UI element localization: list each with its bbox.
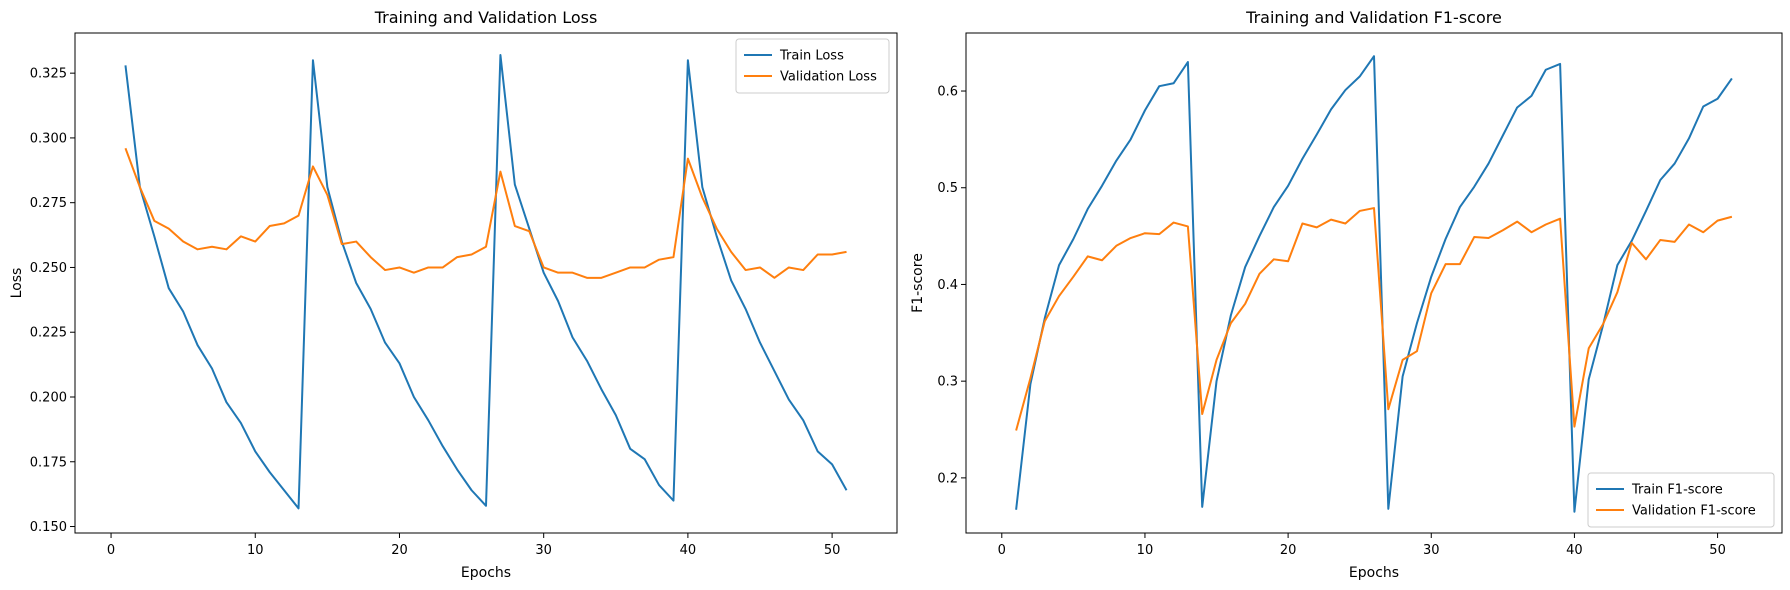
loss-chart: 0 10 20 30 40 50 0.150 0.175 0.200 0.225 0.250 0.27… [9,8,898,581]
loss-x-tick-label: 40 [680,543,697,558]
f1-chart-title: Training and Validation F1-score [1245,8,1502,27]
loss-y-tick-label: 0.225 [30,326,67,341]
loss-x-tick-label: 30 [535,543,552,558]
loss-x-tick-label: 10 [247,543,264,558]
f1-legend-entry: Train F1-score [1631,483,1723,498]
loss-x-axis-label: Epochs [461,565,511,581]
f1-y-tick-label: 0.3 [937,375,958,390]
loss-y-tick-label: 0.200 [30,390,67,405]
loss-x-tick-label: 0 [107,543,115,558]
loss-legend-box [735,38,890,94]
loss-series-line-validation [124,147,847,279]
f1-y-tick-label: 0.5 [937,181,958,196]
f1-x-axis-label: Epochs [1349,565,1399,581]
f1-x-tick-label: 50 [1709,543,1726,558]
loss-series-line-train [124,54,848,510]
f1-series-line-validation [1015,207,1733,431]
f1-x-tick-label: 0 [998,543,1006,558]
loss-legend-entry: Validation Loss [780,70,877,85]
f1-x-tick-label: 10 [1137,543,1154,558]
f1-x-tick-label: 30 [1423,543,1440,558]
loss-legend-entry: Train Loss [779,49,844,64]
loss-legend: Train Loss Validation Loss [735,38,890,94]
f1-y-tick-label: 0.6 [937,85,958,100]
loss-y-tick-label: 0.325 [30,67,67,82]
loss-y-tick-label: 0.300 [30,131,67,146]
loss-y-tick-label: 0.275 [30,196,67,211]
f1-y-axis-label: F1-score [910,253,926,313]
f1-y-tick-label: 0.2 [937,471,958,486]
loss-y-tick-label: 0.150 [30,520,67,535]
f1-legend-box [1587,472,1775,528]
f1-legend: Train F1-score Validation F1-score [1587,472,1775,528]
loss-x-tick-label: 50 [824,543,841,558]
loss-x-tick-label: 20 [391,543,408,558]
f1-x-tick-label: 40 [1566,543,1583,558]
f1-y-tick-label: 0.4 [937,278,958,293]
loss-y-tick-label: 0.175 [30,455,67,470]
f1-x-tick-label: 20 [1280,543,1297,558]
f1-chart: 0 10 20 30 40 50 0.2 0.3 0.4 0.5 0.6 Training and V… [910,8,1783,581]
loss-y-axis-label: Loss [9,268,25,299]
loss-chart-title: Training and Validation Loss [374,8,598,27]
f1-legend-entry: Validation F1-score [1632,504,1756,519]
f1-series-line-train [1015,55,1733,513]
f1-axes-frame [965,32,1783,534]
loss-y-tick-label: 0.250 [30,261,67,276]
loss-axes-frame [74,32,898,534]
